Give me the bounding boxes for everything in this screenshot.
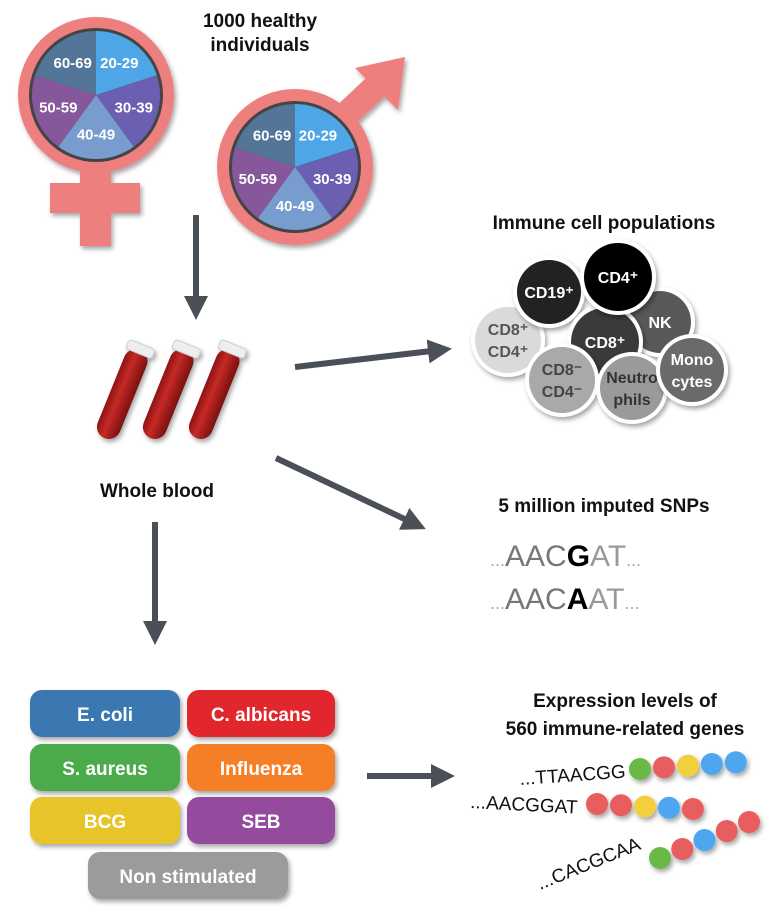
gene-sequence: ...AACGGAT [470, 792, 579, 819]
immune-cell-label: cytes [672, 374, 713, 391]
stimulus-label: C. albicans [211, 705, 311, 726]
blood-tubes-icon [96, 339, 247, 439]
immune-cell-label: CD4⁻ [542, 384, 582, 401]
expression-bead [738, 811, 761, 834]
male-slice-30-39 [295, 147, 358, 218]
female-age-label: 20-29 [100, 55, 138, 72]
gene-expression-row: ...CACGCAA [534, 811, 761, 895]
arrow-blood-to-cells [294, 339, 452, 370]
immune-cell: CD4⁺ [580, 239, 656, 315]
expression-bead [676, 754, 699, 777]
expression-bead [715, 820, 738, 843]
expression-bead [609, 794, 632, 817]
expression-bead [657, 796, 680, 819]
male-slice-40-49 [257, 167, 333, 231]
expression-bead [586, 793, 608, 815]
immune-cell-label: CD19⁺ [524, 285, 573, 302]
female-age-label: 60-69 [53, 55, 91, 72]
expression-bead [681, 798, 704, 821]
expression-bead [629, 758, 651, 780]
male-age-label: 20-29 [299, 127, 337, 144]
stimulus-label: E. coli [77, 705, 133, 726]
immune-cell-label: CD8⁻ [542, 362, 582, 379]
expression-bead [652, 756, 675, 779]
female-slice-50-59 [32, 75, 96, 147]
stimulus-s-aureus: S. aureus [30, 744, 180, 791]
male-age-pie: 20-29 30-39 40-49 50-59 60-69 [229, 101, 361, 233]
immune-cell-cluster: CD8⁺ CD4⁺ CD19⁺ NK CD8⁺ CD4⁺ CD8⁻ CD4⁻ Neutro phi… [471, 239, 728, 424]
gene-expression-rows: ...TTAACGG...AACGGAT ...CACGCAA [470, 751, 761, 895]
stimulus-influenza: Influenza [187, 744, 335, 791]
stimulus-label: SEB [241, 812, 280, 833]
flow-arrows [143, 215, 455, 788]
male-age-label: 50-59 [239, 171, 277, 188]
stimulation-conditions: E. coli C. albicans S. aureus Influenza BCG S… [30, 690, 335, 899]
cohort-title-line2: individuals [210, 35, 309, 56]
immune-cell: Mono cytes [656, 334, 728, 406]
expression-bead [633, 795, 656, 818]
male-age-label: 40-49 [276, 198, 314, 215]
stimulus-label: Influenza [220, 759, 303, 780]
expression-bead [671, 838, 694, 861]
stimulus-e-coli: E. coli [30, 690, 180, 737]
immune-cell-label: CD4⁺ [598, 270, 638, 287]
immune-cell-label: Mono [671, 352, 714, 369]
immune-cells-title: Immune cell populations [493, 213, 716, 234]
expression-bead [700, 752, 723, 775]
gene-sequence: ...CACGCAA [534, 834, 644, 895]
snp-sequences: ...AACGAT... ...AACAAT... [490, 540, 641, 616]
expression-bead [693, 829, 716, 852]
female-age-label: 40-49 [77, 127, 115, 144]
gene-sequence: ...TTAACGG [519, 762, 626, 790]
whole-blood-label: Whole blood [100, 481, 214, 502]
snps-title: 5 million imputed SNPs [498, 496, 709, 517]
female-slice-30-39 [96, 75, 161, 147]
immune-cell-label: CD4⁺ [488, 344, 528, 361]
female-slice-60-69 [35, 31, 96, 95]
gene-expression-row: ...AACGGAT [470, 792, 704, 821]
immune-cell-label: Neutro [606, 370, 658, 387]
male-slice-50-59 [232, 147, 295, 218]
stimulus-seb: SEB [187, 797, 335, 844]
male-slice-60-69 [235, 104, 295, 167]
female-age-label: 50-59 [39, 99, 77, 116]
female-slice-40-49 [58, 95, 134, 159]
immune-cell: CD19⁺ [513, 256, 585, 328]
immune-cell-label: CD8⁺ [488, 322, 528, 339]
male-age-label: 60-69 [253, 127, 291, 144]
snp-sequence-1: ...AACGAT... [490, 540, 641, 573]
arrow-blood-to-snps [274, 455, 426, 530]
snp-sequence-2: ...AACAAT... [490, 583, 640, 616]
immune-cell: CD8⁻ CD4⁻ [525, 343, 599, 417]
immune-cell-label: NK [648, 315, 672, 332]
stimulus-non-stimulated: Non stimulated [88, 852, 288, 899]
immune-cell-label: phils [613, 392, 650, 409]
female-age-label: 30-39 [115, 99, 153, 116]
expression-bead [724, 751, 747, 774]
stimulus-label: S. aureus [62, 759, 148, 780]
stimulus-bcg: BCG [30, 797, 180, 844]
expression-title-line1: Expression levels of [533, 691, 717, 712]
cohort-title-line1: 1000 healthy [203, 11, 317, 32]
stimulus-label: BCG [84, 812, 126, 833]
immune-cell: Neutro phils [596, 352, 668, 424]
stimulus-c-albicans: C. albicans [187, 690, 335, 737]
stimulus-label: Non stimulated [119, 867, 256, 888]
immune-cell-label: CD8⁺ [585, 335, 625, 352]
gene-expression-row: ...TTAACGG [519, 751, 747, 790]
expression-title-line2: 560 immune-related genes [506, 719, 745, 740]
expression-bead [649, 847, 671, 869]
male-slice-20-29 [295, 104, 355, 167]
male-age-label: 30-39 [313, 171, 351, 188]
female-slice-20-29 [96, 31, 157, 95]
immune-cell: CD8⁺ CD4⁺ [471, 303, 545, 377]
